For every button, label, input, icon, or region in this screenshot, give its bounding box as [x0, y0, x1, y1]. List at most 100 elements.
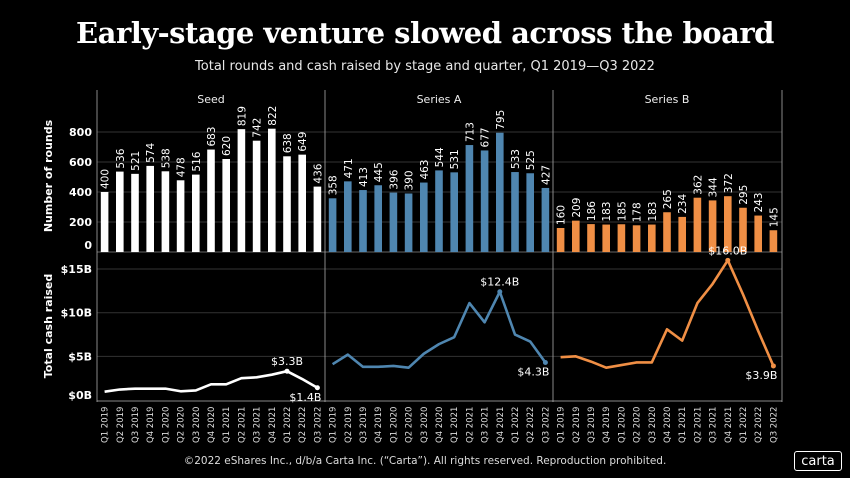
seed-bar: [207, 149, 215, 252]
seed-cash-line: [104, 369, 319, 393]
series-b-x-tick-label: Q3 2020: [648, 407, 658, 443]
seed-bar: [131, 173, 139, 252]
series-b-bar: [724, 196, 732, 252]
series-b-bar-label: 186: [586, 201, 598, 221]
seed-x-tick-label: Q1 2019: [101, 407, 111, 443]
seed-bar-label: 536: [115, 148, 127, 168]
seed-bar: [176, 180, 185, 252]
series-a-bar-label: 358: [328, 175, 340, 195]
seed-x-tick-label: Q3 2020: [192, 407, 202, 443]
series-a-bar: [328, 198, 337, 252]
series-a-bar: [344, 181, 352, 252]
series-b-bar-label: 295: [738, 185, 750, 205]
series-a-x-tick-label: Q2 2019: [344, 407, 354, 443]
series-b-x-tick-label: Q1 2020: [617, 407, 627, 443]
series-a-bar-label: 445: [373, 162, 385, 182]
seed-bar-label: 649: [297, 132, 309, 152]
series-b-bar-label: 183: [647, 202, 659, 222]
series-b-cash-point: [725, 257, 731, 263]
series-b-bar: [648, 224, 656, 252]
seed-bar-label: 822: [267, 106, 279, 126]
series-a-x-tick-label: Q1 2021: [450, 407, 460, 443]
seed-x-tick-label: Q1 2020: [161, 407, 171, 443]
seed-cash-point: [314, 385, 320, 391]
series-b-bar-label: 178: [632, 202, 644, 222]
series-a-x-tick-label: Q3 2020: [420, 407, 430, 443]
seed-cash-label: $3.3B: [271, 355, 303, 368]
seed-bar-label: 478: [176, 157, 188, 177]
series-a-bar-label: 713: [464, 122, 476, 142]
series-a-bar-label: 471: [343, 158, 355, 178]
series-a-bar-label: 544: [434, 147, 446, 167]
rounds-tick-label: 200: [69, 216, 92, 229]
rounds-tick-label: 0: [84, 239, 92, 252]
seed-x-tick-label: Q3 2019: [131, 407, 141, 443]
seed-x-tick-label: Q1 2021: [222, 407, 232, 443]
chart-title: Early-stage venture slowed across the bo…: [76, 16, 774, 50]
series-a-bar: [480, 150, 489, 252]
series-a-x-tick-label: Q4 2019: [374, 407, 384, 443]
seed-x-tick-label: Q4 2019: [146, 407, 156, 443]
series-a-bar: [450, 172, 458, 252]
cash-tick-label: $5B: [68, 350, 92, 363]
seed-bar-label: 400: [100, 169, 112, 189]
seed-x-tick-label: Q3 2022: [313, 407, 323, 443]
seed-cash-point: [284, 368, 290, 374]
seed-bar: [283, 156, 291, 252]
seed-bar: [146, 165, 154, 252]
cash-axis-label: Total cash raised: [42, 274, 55, 379]
series-b-x-tick-label: Q3 2019: [587, 407, 597, 443]
series-b-bar: [617, 224, 626, 252]
series-a-bar: [389, 192, 398, 252]
series-b-bar: [708, 200, 717, 252]
series-b-bar: [739, 207, 747, 252]
series-b-cash-label: $3.9B: [745, 369, 777, 382]
series-b-bar-label: 344: [708, 177, 720, 197]
series-a-bar: [541, 187, 550, 252]
seed-bar-label: 638: [282, 133, 294, 153]
series-b-x-tick-label: Q3 2021: [709, 407, 719, 443]
series-a-cash-line: [331, 290, 547, 369]
series-a-x-tick-label: Q2 2021: [465, 407, 475, 443]
series-a-bar: [465, 145, 474, 252]
panel-title-series-a: Series A: [417, 93, 462, 106]
series-b-bar: [663, 212, 671, 252]
series-b-x-tick-label: Q2 2022: [754, 407, 764, 443]
series-b-x-tick-label: Q3 2022: [769, 407, 779, 443]
seed-bar: [222, 159, 230, 252]
series-b-bar-label: 209: [571, 198, 583, 218]
panel-title-series-b: Series B: [645, 93, 690, 106]
series-b-bar-label: 372: [723, 173, 735, 193]
seed-bar: [237, 129, 246, 252]
seed-bar-label: 521: [130, 151, 142, 171]
series-b-cash-label: $16.0B: [708, 244, 747, 257]
series-a-bar-label: 677: [480, 127, 492, 147]
series-b-x-tick-label: Q2 2019: [572, 407, 582, 443]
series-b-x-tick-label: Q2 2020: [633, 407, 643, 443]
seed-bar-label: 683: [206, 127, 218, 147]
seed-cash-label: $1.4B: [289, 391, 321, 404]
seed-bar: [161, 171, 170, 252]
series-a-x-tick-label: Q1 2019: [329, 407, 339, 443]
series-b-bar: [602, 224, 610, 252]
series-a-bar-label: 531: [449, 149, 461, 169]
series-a-bar: [420, 182, 428, 252]
series-b-bar-label: 362: [692, 175, 704, 195]
series-b-x-tick-label: Q1 2022: [739, 407, 749, 443]
seed-bar: [298, 154, 306, 252]
series-a-cash-label: $4.3B: [517, 365, 549, 378]
series-b-x-tick-label: Q4 2019: [602, 407, 612, 443]
series-a-bar-label: 390: [404, 170, 416, 190]
series-b-x-tick-label: Q1 2019: [557, 407, 567, 443]
series-b-bar: [556, 228, 565, 252]
series-b-bar-label: 243: [753, 193, 765, 213]
series-b-bar: [678, 216, 686, 252]
series-a-bar-label: 396: [388, 169, 400, 189]
seed-x-tick-label: Q3 2021: [253, 407, 263, 443]
cash-tick-label: $10B: [61, 307, 92, 320]
seed-bar-label: 819: [236, 106, 248, 126]
series-b-bar-label: 145: [768, 207, 780, 227]
series-a-bar: [435, 170, 443, 252]
series-b-x-tick-label: Q1 2021: [678, 407, 688, 443]
